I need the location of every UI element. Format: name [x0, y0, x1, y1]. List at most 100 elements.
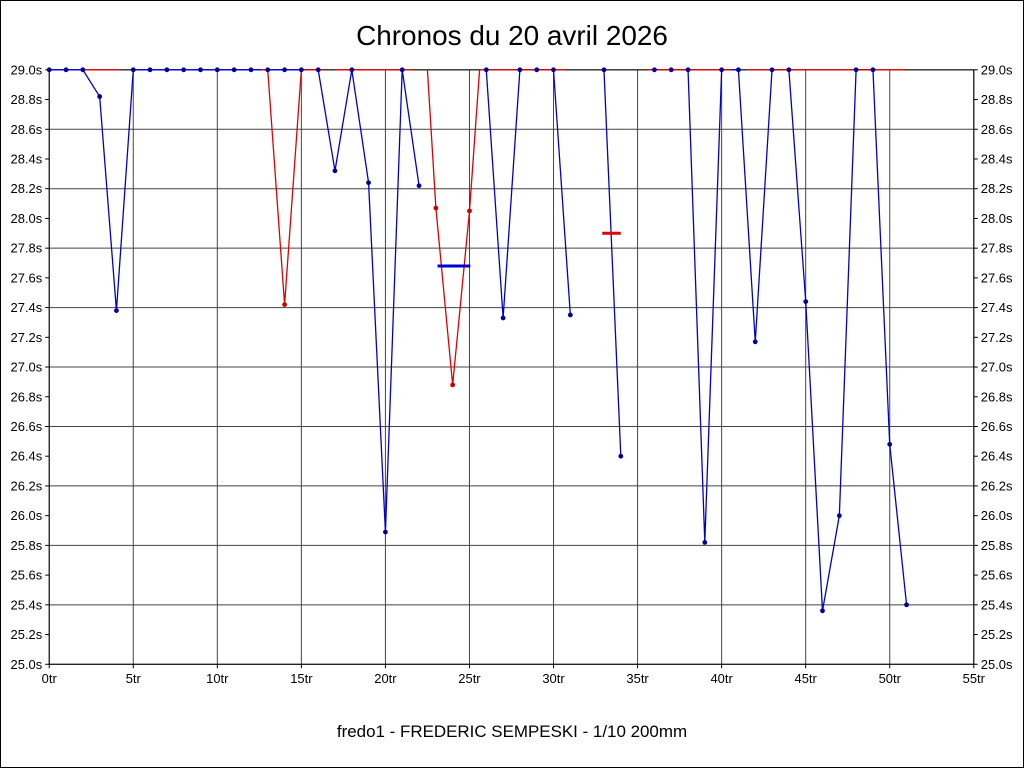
x-tick-label: 20tr [374, 671, 397, 686]
y-tick-label: 28.0s [981, 211, 1013, 226]
data-point [500, 315, 506, 321]
y-tick-label: 26.2s [11, 478, 43, 493]
y-tick-label: 27.0s [11, 360, 43, 375]
data-point [147, 67, 153, 73]
y-tick-label: 25.2s [981, 627, 1013, 642]
y-tick-label: 25.2s [11, 627, 43, 642]
data-point [46, 67, 52, 73]
data-point [332, 168, 338, 174]
chart-title: Chronos du 20 avril 2026 [356, 20, 668, 51]
data-point [702, 539, 708, 545]
data-point [836, 513, 842, 519]
y-tick-label: 27.6s [11, 270, 43, 285]
data-point [130, 67, 136, 73]
data-point [769, 67, 775, 73]
data-point [534, 67, 540, 73]
data-point [181, 67, 187, 73]
data-point [97, 94, 103, 99]
series-blue-laps [49, 69, 908, 611]
data-point [803, 299, 809, 305]
y-tick-label: 29.0s [981, 62, 1013, 77]
data-point [315, 67, 321, 73]
y-tick-label: 28.8s [981, 92, 1013, 107]
data-point [618, 453, 624, 459]
y-tick-label: 25.6s [11, 568, 43, 583]
data-point [248, 67, 254, 73]
data-point [685, 67, 691, 73]
data-point [870, 67, 876, 73]
y-tick-label: 28.6s [981, 122, 1013, 137]
x-tick-label: 0tr [42, 671, 58, 686]
data-point [450, 382, 456, 388]
y-tick-label: 25.0s [981, 657, 1013, 672]
data-point [198, 67, 203, 73]
data-point [483, 67, 489, 73]
y-tick-label: 28.0s [11, 211, 43, 226]
lap-line [654, 69, 908, 611]
x-tick-label: 25tr [458, 671, 481, 686]
lap-line [261, 69, 324, 305]
y-tick-label: 28.8s [11, 92, 43, 107]
y-tick-label: 26.4s [981, 449, 1013, 464]
y-tick-label: 29.0s [11, 62, 43, 77]
data-point [601, 67, 607, 73]
data-point [231, 67, 237, 73]
y-axis-left: 29.0s 28.8s 28.6s 28.4s 28.2s 28.0s 27.8s 27.6s… [11, 62, 50, 672]
y-tick-label: 27.8s [11, 241, 43, 256]
y-tick-label: 26.2s [981, 478, 1013, 493]
data-point [298, 67, 304, 73]
y-tick-label: 28.4s [11, 151, 43, 166]
data-point [887, 441, 893, 447]
data-point [164, 67, 170, 73]
y-tick-label: 25.0s [11, 657, 43, 672]
data-point [416, 183, 422, 189]
y-tick-label: 25.4s [981, 597, 1013, 612]
data-point [904, 602, 909, 608]
y-tick-label: 26.8s [11, 389, 43, 404]
y-tick-label: 26.0s [11, 508, 43, 523]
chart-caption: fredo1 - FREDERIC SEMPESKI - 1/10 200mm [337, 722, 687, 741]
y-tick-label: 27.2s [11, 330, 43, 345]
data-point [752, 339, 758, 345]
data-point [282, 67, 287, 73]
y-tick-label: 28.6s [11, 122, 43, 137]
plot-area: 29.0s 28.8s 28.6s 28.4s 28.2s 28.0s 27.8s 27.6s… [11, 62, 1013, 686]
y-tick-label: 27.8s [981, 241, 1013, 256]
data-point [820, 608, 825, 614]
x-tick-label: 35tr [626, 671, 649, 686]
x-tick-label: 5tr [126, 671, 142, 686]
y-tick-label: 28.2s [981, 181, 1013, 196]
data-point [349, 67, 355, 73]
points-red-laps [282, 205, 472, 388]
y-tick-label: 26.6s [981, 419, 1013, 434]
x-tick-label: 40tr [710, 671, 733, 686]
data-point [366, 180, 371, 186]
data-point [399, 67, 405, 73]
y-tick-label: 27.0s [981, 360, 1013, 375]
data-point [114, 308, 119, 313]
data-point [652, 67, 657, 73]
x-tick-label: 10tr [206, 671, 229, 686]
y-tick-label: 27.2s [981, 330, 1013, 345]
data-point [63, 67, 69, 73]
x-tick-label: 15tr [290, 671, 313, 686]
x-tick-label: 30tr [542, 671, 565, 686]
data-point [214, 67, 220, 73]
data-point [467, 208, 472, 214]
lap-line [485, 69, 571, 319]
y-tick-label: 25.6s [981, 568, 1013, 583]
y-axis-right: 29.0s 28.8s 28.6s 28.4s 28.2s 28.0s 27.8s 27.6s… [973, 62, 1013, 672]
data-point [265, 67, 271, 73]
series-red-laps [81, 69, 905, 385]
y-tick-label: 28.2s [11, 181, 43, 196]
y-tick-label: 26.4s [11, 449, 43, 464]
data-point [786, 67, 792, 73]
grid-lines [48, 69, 975, 665]
data-point [853, 67, 859, 73]
lap-line [603, 69, 622, 457]
data-point [567, 312, 573, 318]
lap-line [49, 69, 420, 533]
data-point [383, 529, 388, 535]
y-tick-label: 25.8s [981, 538, 1013, 553]
